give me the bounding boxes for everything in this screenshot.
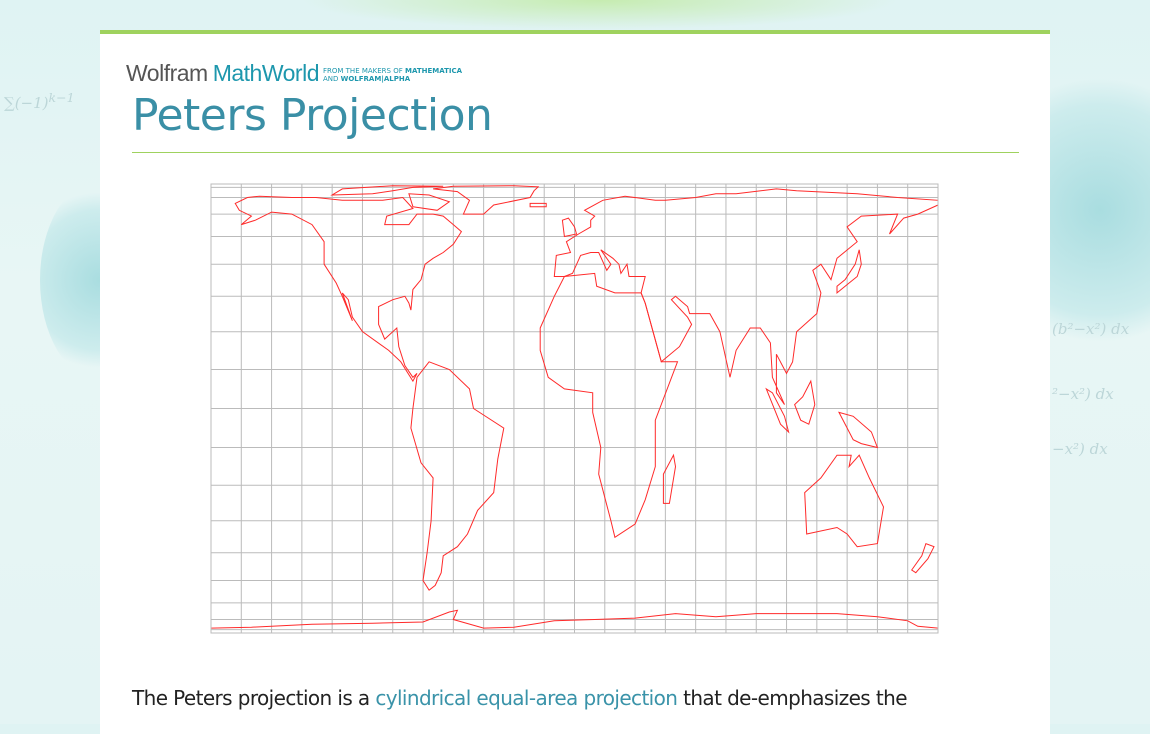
content-card: Wolfram MathWorld FROM THE MAKERS OF MAT… bbox=[100, 30, 1050, 734]
coastline-new-guinea bbox=[838, 411, 879, 449]
logo-mathworld: MathWorld bbox=[212, 60, 320, 86]
coastline-south-america bbox=[410, 361, 505, 591]
background-glow bbox=[300, 0, 900, 30]
background-formula: ∑(−1)k−1 bbox=[4, 90, 75, 112]
background-formula: (b²−x²) dx bbox=[1052, 320, 1130, 338]
logo-wolfram: Wolfram bbox=[126, 60, 208, 86]
coastline-madagascar bbox=[662, 453, 677, 504]
cylindrical-equal-area-projection-link[interactable]: cylindrical equal-area projection bbox=[375, 686, 678, 710]
coastline-japan bbox=[836, 249, 862, 294]
background-formula: −x²) dx bbox=[1052, 440, 1108, 458]
coastline-arctic-islands bbox=[330, 185, 444, 196]
coastline-greenland bbox=[433, 185, 540, 215]
page-title: Peters Projection bbox=[132, 90, 493, 141]
coastline-britain bbox=[561, 217, 578, 238]
coastline-baffin-island bbox=[408, 193, 451, 211]
title-divider bbox=[132, 152, 1019, 153]
intro-paragraph: The Peters projection is a cylindrical e… bbox=[132, 686, 908, 710]
peters-projection-map bbox=[210, 183, 939, 634]
logo-tagline: FROM THE MAKERS OF MATHEMATICA AND WOLFR… bbox=[322, 67, 463, 83]
background-formula: ²−x²) dx bbox=[1052, 385, 1114, 403]
coastline-australia bbox=[804, 454, 885, 548]
coastline-north-america bbox=[234, 195, 463, 383]
coastline-sumatra bbox=[765, 387, 790, 434]
coastline-antarctica bbox=[210, 609, 939, 629]
coastline-borneo bbox=[794, 379, 816, 425]
map-border bbox=[210, 183, 939, 634]
coastline-africa bbox=[539, 272, 679, 539]
wolfram-mathworld-logo[interactable]: Wolfram MathWorld FROM THE MAKERS OF MAT… bbox=[126, 60, 462, 87]
coastline-eurasia bbox=[553, 188, 939, 405]
coastline-new-zealand bbox=[910, 542, 935, 574]
coastline-iceland bbox=[529, 202, 547, 208]
